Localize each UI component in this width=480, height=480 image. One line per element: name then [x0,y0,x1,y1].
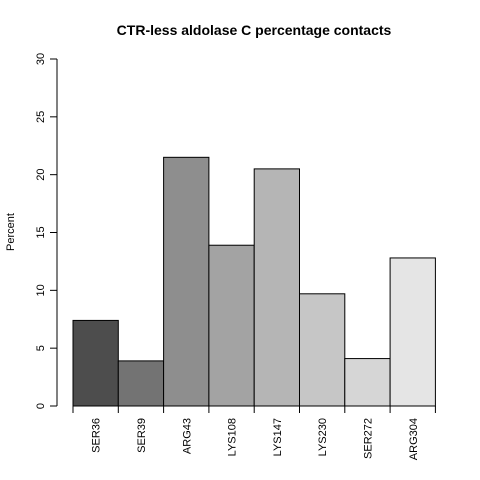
bar-lys108 [208,244,255,407]
bar-ser36 [72,319,119,407]
chart-title: CTR-less aldolase C percentage contacts [117,22,392,38]
y-tick-label: 5 [35,345,47,351]
bar-ser272 [344,358,391,407]
bars-group [72,156,436,407]
y-tick-label: 30 [35,53,47,65]
y-tick-label: 15 [35,226,47,238]
y-tick-label: 10 [35,284,47,296]
x-tick-label: SER39 [136,418,148,453]
x-tick-label: LYS147 [272,418,284,456]
x-tick-label: LYS108 [227,418,239,456]
x-tick-label: SER272 [362,418,374,459]
x-tick-label: LYS230 [317,418,329,456]
y-tick-label: 0 [35,403,47,409]
x-tick-label: SER36 [91,418,103,453]
x-axis: SER36 SER39 ARG43 LYS108 LYS147 LYS230 SER272 A… [72,405,436,460]
y-tick-label: 20 [35,169,47,181]
y-tick-label: 25 [35,111,47,123]
y-axis-label: Percent [5,213,17,251]
bar-arg304 [389,257,436,407]
bar-lys147 [253,168,300,407]
y-axis: 0 5 10 15 20 25 30 [35,53,58,409]
x-tick-label: ARG43 [181,418,193,454]
bar-ser39 [117,360,165,407]
bar-lys230 [299,293,346,407]
bar-arg43 [163,156,210,407]
x-tick-label: ARG304 [408,418,420,460]
